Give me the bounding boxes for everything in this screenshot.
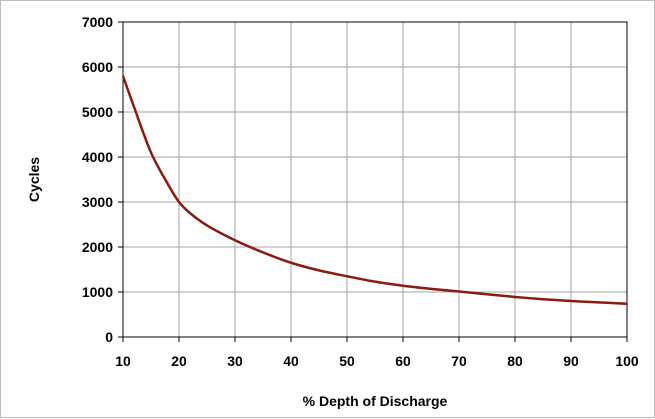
x-tick-label: 30 xyxy=(227,353,243,369)
y-axis-ticks: 0 1000 2000 3000 4000 5000 6000 7000 xyxy=(82,14,123,345)
x-axis-title: % Depth of Discharge xyxy=(303,393,448,409)
y-tick-label: 3000 xyxy=(82,194,113,210)
x-tick-label: 80 xyxy=(507,353,523,369)
x-tick-label: 70 xyxy=(451,353,467,369)
x-tick-label: 10 xyxy=(115,353,131,369)
plot-area xyxy=(122,21,628,338)
y-tick-label: 2000 xyxy=(82,239,113,255)
grid-lines xyxy=(123,22,627,337)
x-tick-label: 50 xyxy=(339,353,355,369)
x-tick-label: 90 xyxy=(563,353,579,369)
y-tick-label: 4000 xyxy=(82,149,113,165)
x-axis-ticks: 10 20 30 40 50 60 70 80 90 100 xyxy=(115,337,639,369)
x-tick-label: 20 xyxy=(171,353,187,369)
y-tick-label: 5000 xyxy=(82,104,113,120)
y-tick-label: 6000 xyxy=(82,59,113,75)
x-tick-label: 100 xyxy=(615,353,639,369)
y-tick-label: 1000 xyxy=(82,284,113,300)
x-tick-label: 60 xyxy=(395,353,411,369)
y-tick-label: 0 xyxy=(105,329,113,345)
y-axis-title: Cycles xyxy=(26,157,42,202)
x-tick-label: 40 xyxy=(283,353,299,369)
cycles-series-line xyxy=(121,75,628,305)
series-group xyxy=(121,75,628,305)
y-tick-label: 7000 xyxy=(82,14,113,30)
